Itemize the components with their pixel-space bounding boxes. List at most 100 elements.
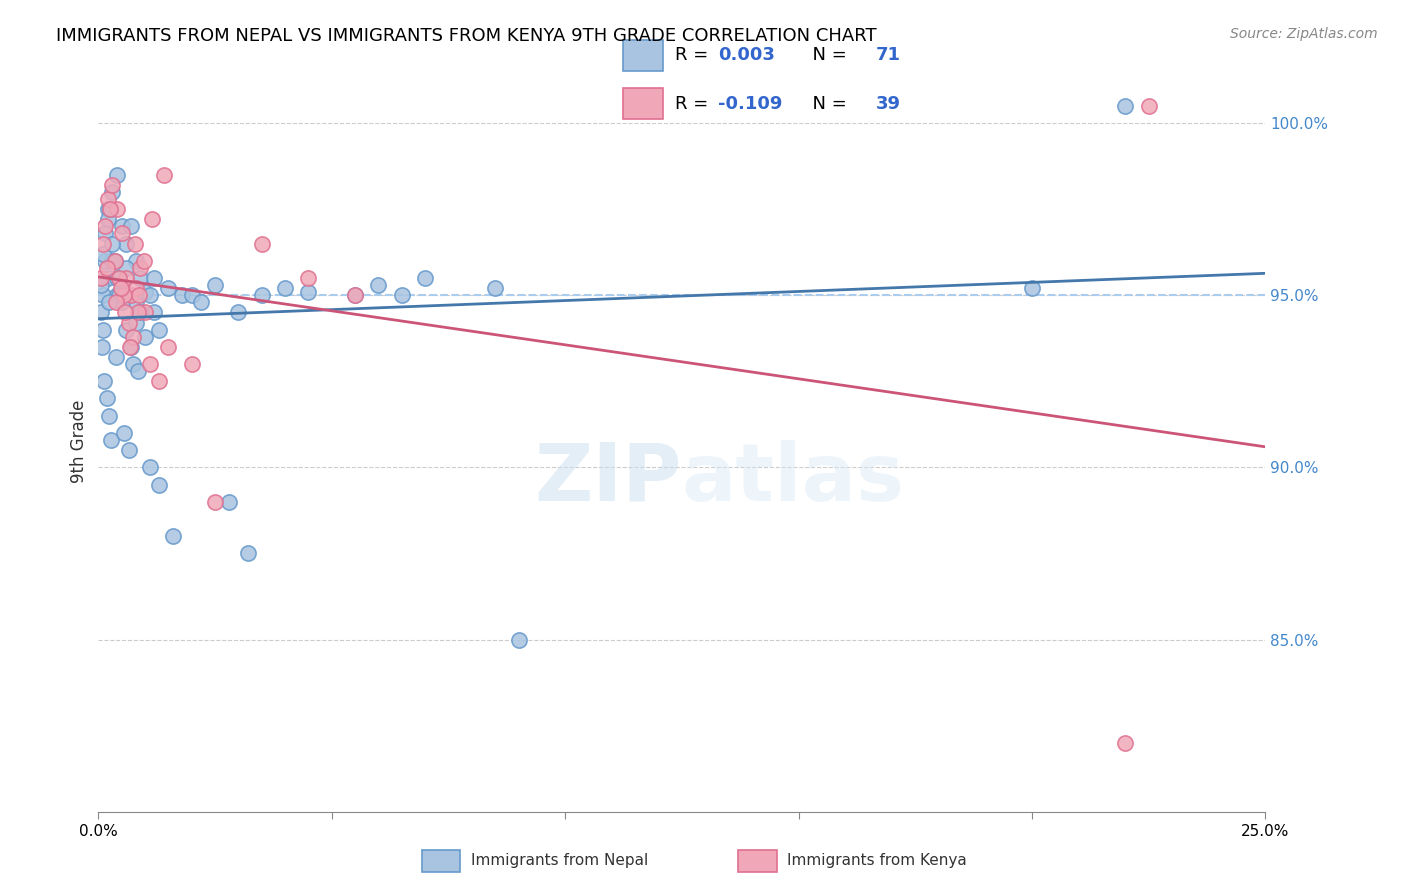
Point xyxy=(129,260,152,275)
Point xyxy=(100,433,122,447)
Point xyxy=(118,443,141,458)
Point xyxy=(391,288,413,302)
Point xyxy=(218,495,240,509)
Point xyxy=(90,271,112,285)
Point xyxy=(129,271,152,285)
Point xyxy=(111,226,134,240)
Point xyxy=(143,305,166,319)
Point xyxy=(120,340,142,354)
Point xyxy=(108,271,131,285)
Point xyxy=(124,236,146,251)
Point xyxy=(97,192,120,206)
Point xyxy=(105,202,128,216)
Point xyxy=(1114,99,1136,113)
Point xyxy=(204,495,226,509)
Point xyxy=(134,329,156,343)
Point xyxy=(94,226,117,240)
Y-axis label: 9th Grade: 9th Grade xyxy=(70,400,89,483)
Point xyxy=(508,632,530,647)
Point xyxy=(141,212,163,227)
Point xyxy=(105,168,128,182)
Point xyxy=(250,288,273,302)
FancyBboxPatch shape xyxy=(623,88,662,119)
Point xyxy=(97,202,120,216)
Point xyxy=(91,236,114,251)
Point xyxy=(180,357,202,371)
Point xyxy=(139,460,162,475)
Point xyxy=(96,260,118,275)
Point xyxy=(125,316,148,330)
Point xyxy=(94,253,117,268)
Point xyxy=(1021,281,1043,295)
Point xyxy=(111,219,134,234)
Point xyxy=(105,350,128,364)
Point xyxy=(101,178,124,192)
Text: atlas: atlas xyxy=(682,440,905,517)
Point xyxy=(98,202,121,216)
Point xyxy=(172,288,194,302)
Point xyxy=(139,288,162,302)
Point xyxy=(148,374,170,388)
Point xyxy=(128,288,150,302)
Point xyxy=(274,281,297,295)
FancyBboxPatch shape xyxy=(422,849,461,872)
Text: R =: R = xyxy=(675,95,714,112)
Point xyxy=(105,295,128,310)
Point xyxy=(90,305,112,319)
Text: -0.109: -0.109 xyxy=(718,95,782,112)
Point xyxy=(125,281,148,295)
Point xyxy=(236,546,259,560)
Point xyxy=(152,168,174,182)
Point xyxy=(134,305,156,319)
Text: Source: ZipAtlas.com: Source: ZipAtlas.com xyxy=(1230,27,1378,41)
Text: N =: N = xyxy=(800,46,852,64)
Point xyxy=(115,260,138,275)
Point xyxy=(148,477,170,491)
Point xyxy=(101,236,124,251)
Text: R =: R = xyxy=(675,46,714,64)
Point xyxy=(125,253,148,268)
Point xyxy=(91,323,114,337)
Point xyxy=(98,202,121,216)
Point xyxy=(122,329,145,343)
Text: IMMIGRANTS FROM NEPAL VS IMMIGRANTS FROM KENYA 9TH GRADE CORRELATION CHART: IMMIGRANTS FROM NEPAL VS IMMIGRANTS FROM… xyxy=(56,27,877,45)
Point xyxy=(139,357,162,371)
Point xyxy=(108,288,131,302)
Point xyxy=(127,305,149,319)
Point xyxy=(97,409,120,423)
Point xyxy=(94,219,117,234)
Text: 71: 71 xyxy=(876,46,900,64)
Point xyxy=(344,288,367,302)
Point xyxy=(120,288,142,302)
Point xyxy=(367,277,389,292)
Point xyxy=(105,288,128,302)
Point xyxy=(97,295,120,310)
Point xyxy=(228,305,250,319)
FancyBboxPatch shape xyxy=(738,849,778,872)
Point xyxy=(97,271,120,285)
Point xyxy=(180,288,202,302)
Point xyxy=(115,271,138,285)
Point xyxy=(148,323,170,337)
Point xyxy=(129,305,152,319)
Point xyxy=(162,529,184,543)
Point xyxy=(91,340,114,354)
Point xyxy=(120,340,142,354)
Point xyxy=(111,281,134,295)
Point xyxy=(112,425,135,440)
Point xyxy=(112,288,135,302)
Point xyxy=(157,340,180,354)
Point xyxy=(104,253,127,268)
Point xyxy=(101,253,124,268)
Point xyxy=(115,323,138,337)
Point xyxy=(125,295,148,310)
Point xyxy=(90,277,112,292)
Text: 0.003: 0.003 xyxy=(718,46,775,64)
Text: Immigrants from Kenya: Immigrants from Kenya xyxy=(787,854,967,868)
Point xyxy=(134,253,156,268)
Point xyxy=(484,281,506,295)
Text: N =: N = xyxy=(800,95,852,112)
Point xyxy=(1114,736,1136,750)
Point xyxy=(114,305,136,319)
Point xyxy=(91,247,114,261)
